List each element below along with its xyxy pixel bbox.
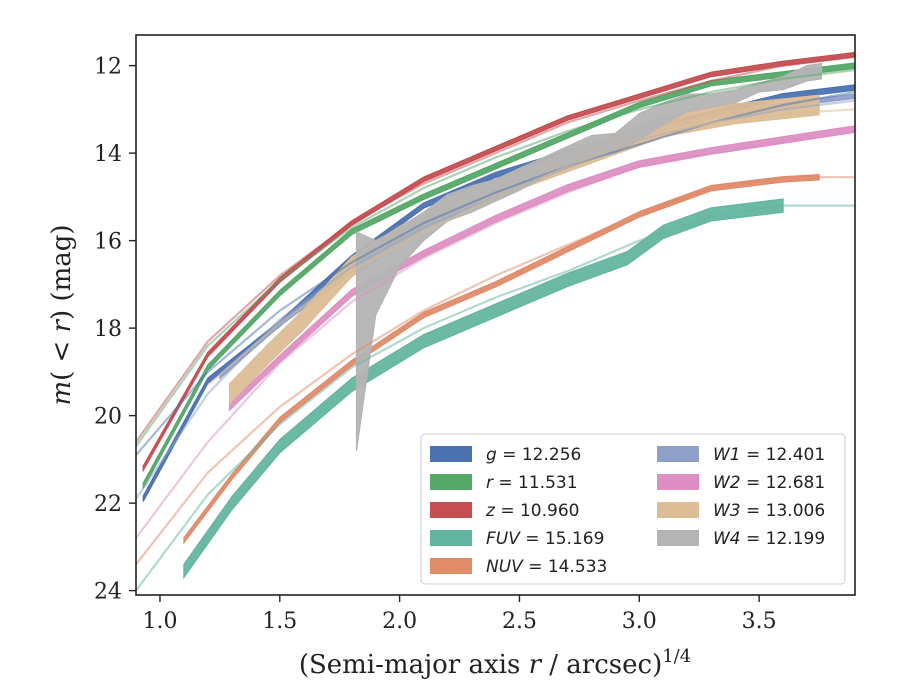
legend-label-fuv: FUV = 15.169 [486, 529, 604, 549]
x-tick-label: 2.5 [502, 609, 537, 634]
series-model-lines [136, 55, 855, 592]
y-tick-label: 14 [94, 142, 122, 167]
legend-label-nuv: NUV = 14.533 [486, 557, 607, 577]
model-line-z [136, 55, 855, 443]
y-tick-label: 22 [94, 492, 122, 517]
model-line-w2 [136, 130, 855, 539]
x-tick-label: 2.0 [382, 609, 417, 634]
legend-label-r: r = 11.531 [486, 473, 578, 493]
band-w1 [219, 93, 855, 380]
legend-swatch-r [430, 474, 472, 490]
y-axis-label: m( < r) (mag) [47, 224, 77, 405]
model-line-w3 [207, 108, 855, 386]
y-axis-ticks: 12 14 16 18 20 22 24 [94, 55, 136, 605]
legend-swatch-nuv [430, 558, 472, 574]
band-w4 [355, 62, 822, 451]
x-axis-ticks: 1.0 1.5 2.0 2.5 3.0 3.5 [142, 595, 777, 634]
y-tick-label: 12 [94, 55, 122, 80]
legend: g = 12.256 r = 11.531 z = 10.960 FUV = 15.1… [420, 433, 846, 585]
legend-swatch-z [430, 502, 472, 518]
y-tick-label: 20 [94, 405, 122, 430]
y-tick-label: 24 [94, 580, 122, 605]
band-r [142, 62, 855, 489]
legend-swatch-w4 [657, 530, 699, 546]
legend-label-g: g = 12.256 [486, 445, 581, 465]
legend-swatch-w1 [657, 446, 699, 462]
legend-label-w3: W3 = 13.006 [713, 501, 825, 521]
legend-swatch-g [430, 446, 472, 462]
x-axis-label: (Semi-major axis r / arcsec)1/4 [299, 646, 691, 680]
legend-label-w4: W4 = 12.199 [713, 529, 825, 549]
model-line-r [136, 68, 855, 447]
x-tick-label: 3.0 [622, 609, 657, 634]
legend-label-w2: W2 = 12.681 [713, 473, 825, 493]
band-fuv [183, 198, 784, 580]
legend-swatch-w2 [657, 474, 699, 490]
model-line-nuv [136, 176, 855, 566]
y-tick-label: 16 [94, 230, 122, 255]
legend-box [420, 433, 846, 585]
y-tick-label: 18 [94, 317, 122, 342]
x-tick-label: 1.0 [142, 609, 177, 634]
legend-swatch-w3 [657, 502, 699, 518]
band-nuv [183, 173, 820, 545]
model-line-fuv [136, 204, 855, 592]
model-line-g [136, 90, 855, 456]
plot-frame [135, 34, 856, 596]
x-tick-label: 1.5 [262, 609, 297, 634]
x-tick-label: 3.5 [742, 609, 777, 634]
legend-label-w1: W1 = 12.401 [713, 445, 825, 465]
legend-swatch-fuv [430, 530, 472, 546]
legend-label-z: z = 10.960 [485, 501, 579, 521]
